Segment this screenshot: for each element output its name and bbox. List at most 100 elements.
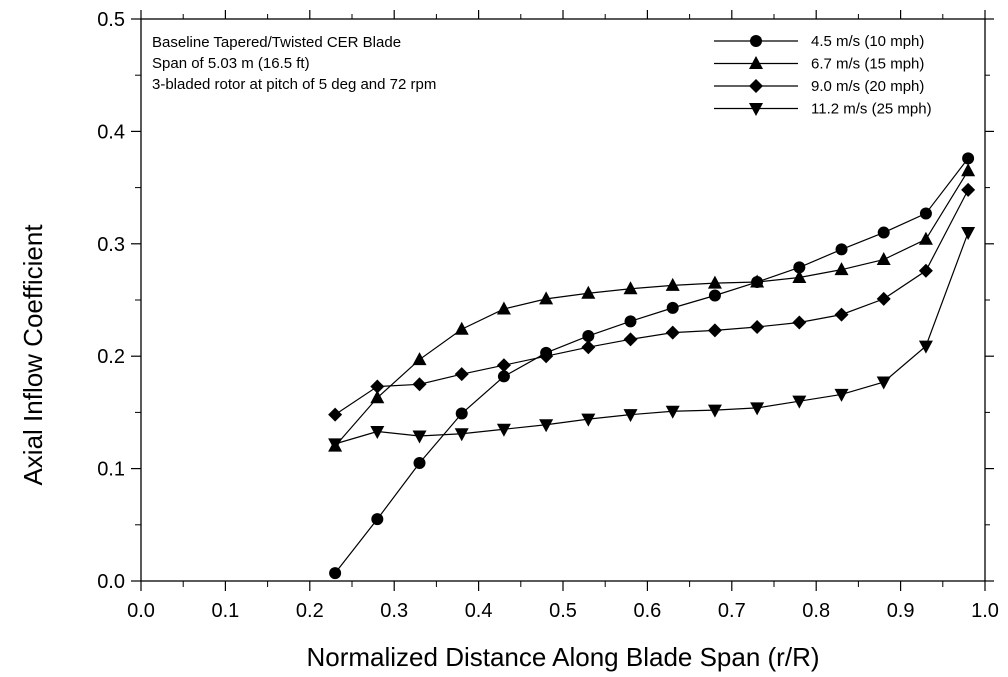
data-point xyxy=(581,340,596,355)
data-point xyxy=(876,291,891,306)
data-point xyxy=(455,407,468,420)
x-tick-label: 0.2 xyxy=(296,600,324,622)
legend-marker xyxy=(750,35,762,47)
data-point xyxy=(539,419,554,433)
legend-item: 9.0 m/s (20 mph) xyxy=(714,78,924,95)
series-line xyxy=(334,189,969,416)
legend-item: 6.7 m/s (15 mph) xyxy=(714,56,924,73)
data-point xyxy=(328,438,343,452)
y-tick-label: 0.1 xyxy=(97,459,125,481)
data-point xyxy=(792,315,807,330)
series-2 xyxy=(328,163,976,452)
x-tick-label: 1.0 xyxy=(971,600,999,622)
data-point xyxy=(412,377,427,392)
legend-marker xyxy=(749,56,763,69)
data-point xyxy=(918,263,933,278)
data-point xyxy=(708,289,721,302)
series-3 xyxy=(328,182,976,422)
data-point xyxy=(961,163,976,177)
data-point xyxy=(496,358,511,373)
legend-label: 9.0 m/s (20 mph) xyxy=(811,78,924,95)
data-point xyxy=(497,370,510,383)
data-point xyxy=(624,315,637,328)
data-point xyxy=(370,426,385,440)
data-point xyxy=(328,407,343,422)
x-tick-label: 0.0 xyxy=(127,600,155,622)
legend-label: 4.5 m/s (10 mph) xyxy=(811,33,924,50)
data-point xyxy=(792,270,807,284)
annotation-line: Baseline Tapered/Twisted CER Blade xyxy=(152,34,401,51)
data-point xyxy=(623,281,638,295)
data-point xyxy=(750,402,765,416)
x-tick-label: 0.5 xyxy=(549,600,577,622)
x-tick-label: 0.1 xyxy=(211,600,239,622)
data-point xyxy=(581,413,596,427)
data-point xyxy=(496,423,511,437)
data-point xyxy=(412,352,427,366)
data-point xyxy=(876,376,891,390)
x-axis-title: Normalized Distance Along Blade Span (r/… xyxy=(306,642,819,672)
legend: 4.5 m/s (10 mph) 6.7 m/s (15 mph) 9.0 m/s … xyxy=(714,33,932,118)
plot-area xyxy=(328,152,976,580)
data-point xyxy=(665,277,680,291)
series-line xyxy=(334,232,969,445)
data-point xyxy=(750,274,765,288)
legend-item: 4.5 m/s (10 mph) xyxy=(714,33,924,50)
annotation-line: Span of 5.03 m (16.5 ft) xyxy=(152,55,310,72)
data-point xyxy=(370,390,385,404)
series-4 xyxy=(328,227,976,452)
series-line xyxy=(334,170,969,447)
legend-label: 11.2 m/s (25 mph) xyxy=(811,101,932,118)
data-point xyxy=(961,182,976,197)
y-tick-label: 0.2 xyxy=(97,346,125,368)
data-point xyxy=(707,323,722,338)
data-point xyxy=(371,513,384,526)
data-point xyxy=(581,285,596,299)
x-tick-label: 0.6 xyxy=(633,600,661,622)
data-point xyxy=(623,409,638,423)
annotation-line: 3-bladed rotor at pitch of 5 deg and 72 … xyxy=(152,76,436,93)
data-point xyxy=(834,307,849,322)
x-tick-label: 0.3 xyxy=(380,600,408,622)
x-tick-label: 0.9 xyxy=(887,600,915,622)
data-point xyxy=(835,243,848,256)
data-point xyxy=(834,262,849,276)
data-point xyxy=(961,227,976,241)
data-point xyxy=(412,430,427,444)
data-point xyxy=(962,152,975,165)
y-tick-label: 0.5 xyxy=(97,9,125,31)
data-point xyxy=(454,428,469,442)
data-point xyxy=(665,325,680,340)
data-point xyxy=(496,301,511,315)
axes: 0.0 0.1 0.2 0.3 0.4 0.5 0.6 0.7 0.8 0.9 1.0 0.0 0.1 0… xyxy=(97,9,999,622)
x-tick-label: 0.8 xyxy=(802,600,830,622)
series-line xyxy=(334,158,969,574)
legend-marker xyxy=(749,79,763,93)
data-point xyxy=(666,301,679,314)
data-point xyxy=(454,367,469,382)
data-point xyxy=(539,291,554,305)
legend-label: 6.7 m/s (15 mph) xyxy=(811,56,924,73)
data-point xyxy=(877,226,890,239)
data-point xyxy=(329,567,342,580)
data-point xyxy=(370,379,385,394)
data-point xyxy=(707,404,722,418)
data-point xyxy=(876,252,891,266)
data-point xyxy=(919,207,932,220)
legend-item: 11.2 m/s (25 mph) xyxy=(714,101,932,118)
data-point xyxy=(918,231,933,245)
series-1 xyxy=(329,152,975,580)
data-point xyxy=(539,349,554,364)
data-point xyxy=(918,340,933,354)
data-point xyxy=(623,332,638,347)
data-point xyxy=(707,275,722,289)
y-axis-title: Axial Inflow Coefficient xyxy=(18,224,48,486)
data-point xyxy=(834,388,849,402)
x-tick-label: 0.7 xyxy=(718,600,746,622)
data-point xyxy=(454,321,469,335)
y-tick-label: 0.4 xyxy=(97,121,125,143)
y-tick-label: 0.0 xyxy=(97,571,125,593)
y-tick-label: 0.3 xyxy=(97,234,125,256)
annotations: Baseline Tapered/Twisted CER Blade Span o… xyxy=(152,34,436,93)
